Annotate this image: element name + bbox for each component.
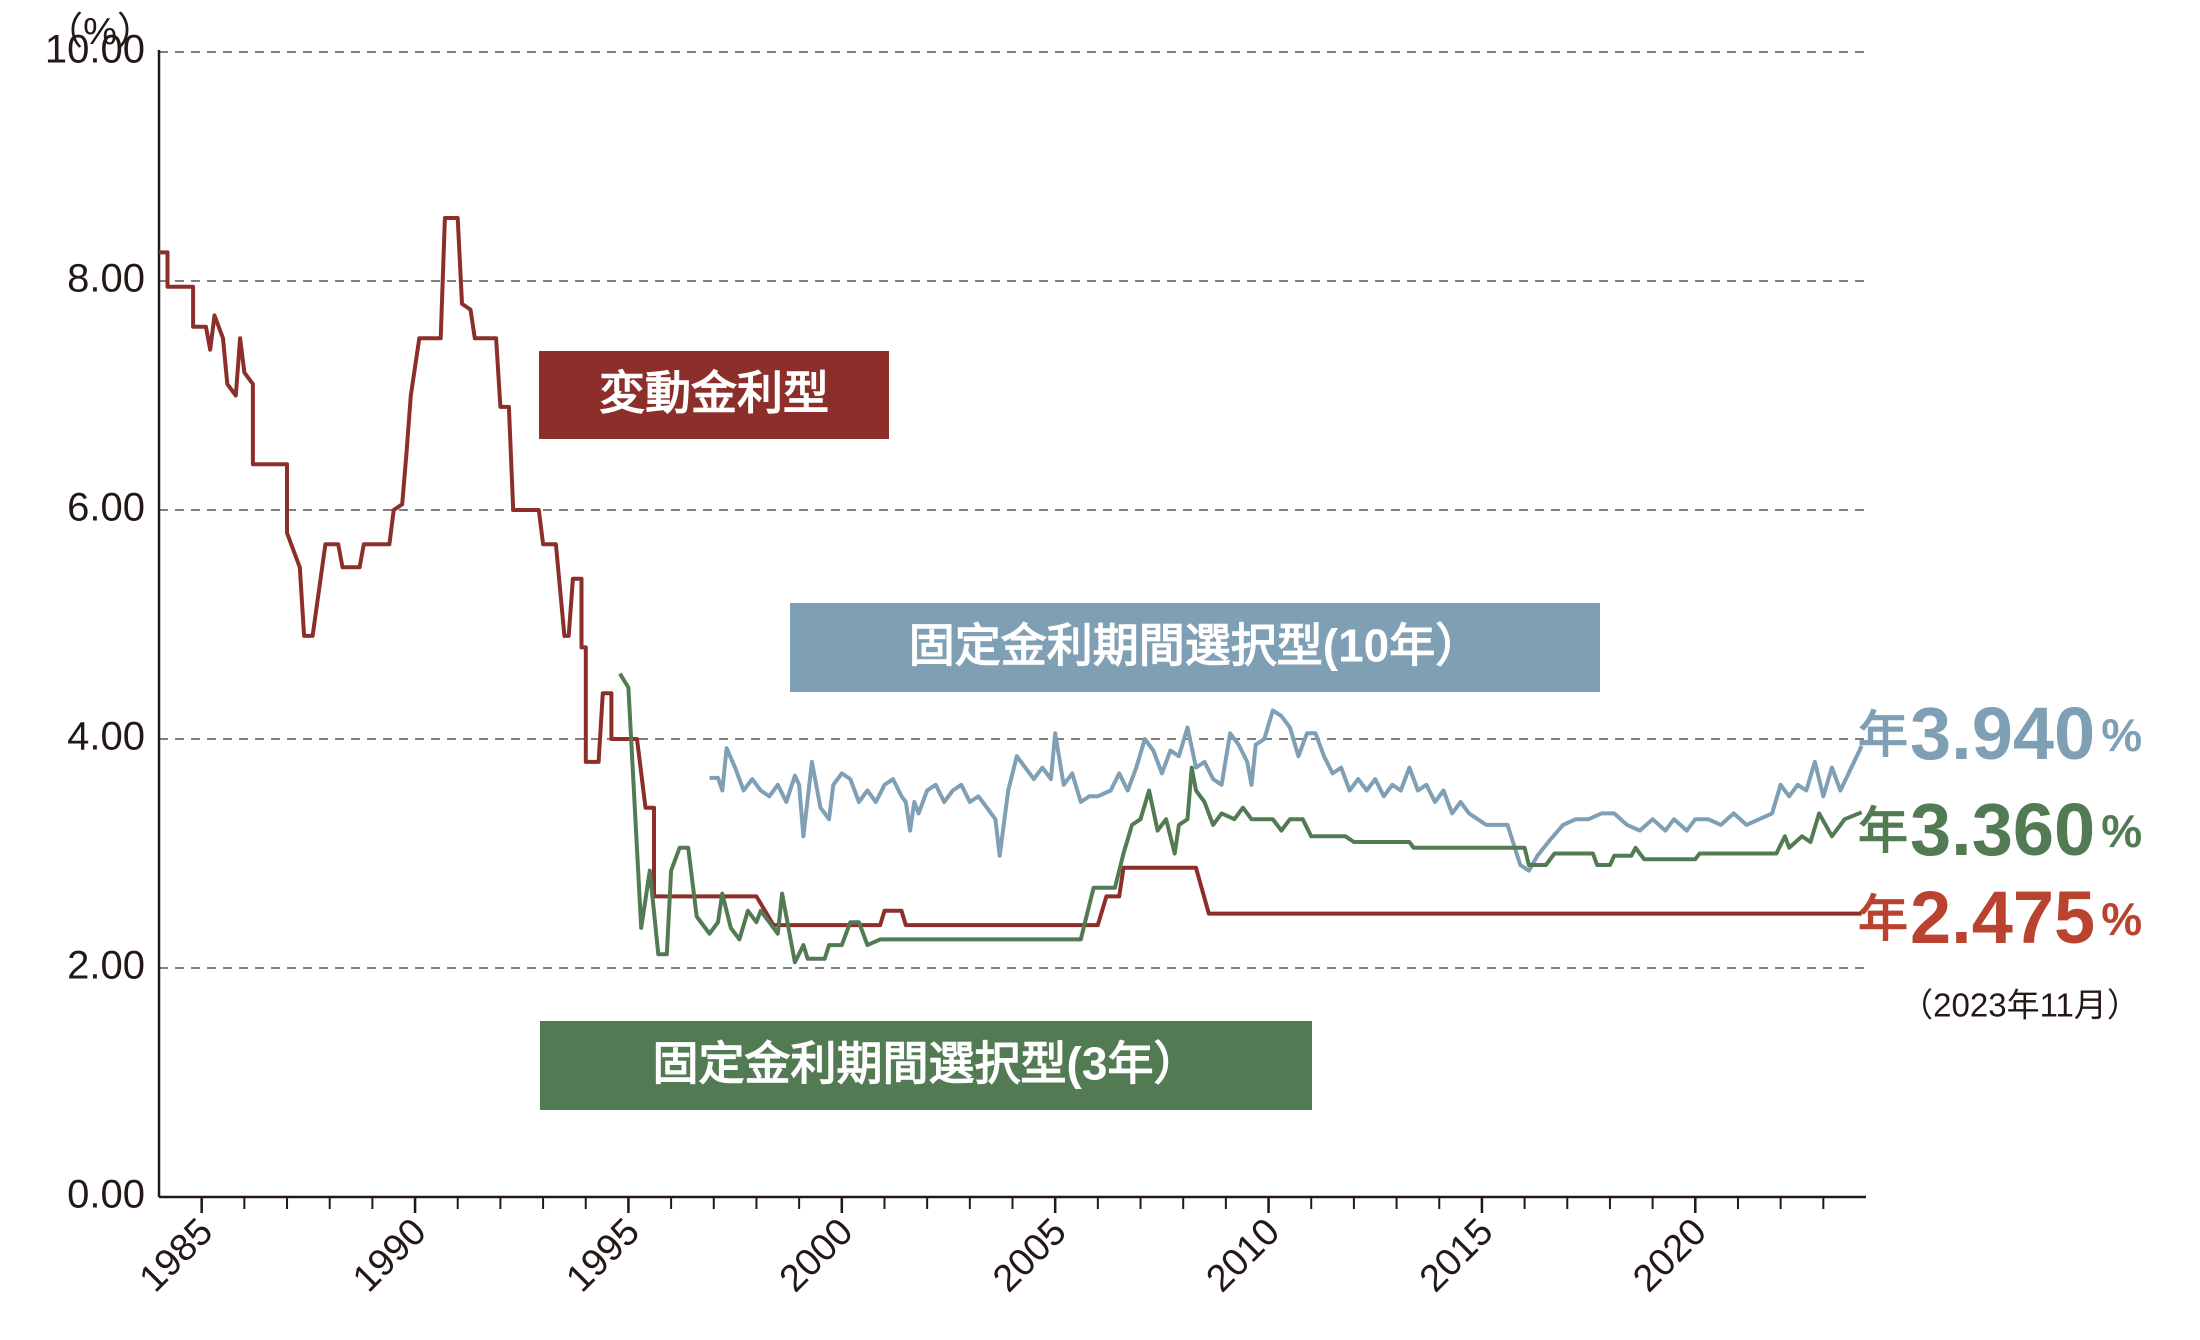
series-line (709, 708, 1864, 873)
end-label-prefix: 年 (1858, 707, 1908, 763)
end-label-value: 3.360 (1910, 788, 2095, 871)
x-tick-label: 1990 (345, 1211, 434, 1300)
y-tick-label: 8.00 (67, 257, 145, 301)
end-label-suffix: % (2101, 893, 2142, 945)
series-line (159, 216, 1862, 928)
end-label-suffix: % (2101, 805, 2142, 857)
series-name: 変動金利型 (599, 367, 829, 419)
end-label-prefix: 年 (1858, 803, 1908, 859)
end-label: 年3.360% (1858, 788, 2142, 871)
y-tick-label: 6.00 (67, 486, 145, 530)
end-label-suffix: % (2101, 709, 2142, 761)
end-label-value: 3.940 (1910, 692, 2095, 775)
y-tick-label: 0.00 (67, 1173, 145, 1217)
x-tick-label: 2005 (985, 1211, 1074, 1300)
y-unit: （%） (45, 11, 155, 53)
y-tick-label: 4.00 (67, 715, 145, 759)
x-tick-label: 1995 (558, 1211, 647, 1300)
end-label: 年2.475% (1858, 876, 2142, 959)
series-name-box (539, 351, 889, 439)
end-label-prefix: 年 (1858, 891, 1908, 947)
x-tick-label: 2000 (772, 1211, 861, 1300)
x-tick-label: 2010 (1199, 1211, 1288, 1300)
series-name: 固定金利期間選択型(10年） (909, 620, 1481, 672)
end-label: 年3.940% (1858, 692, 2142, 775)
series-name-box (790, 603, 1600, 692)
end-label-value: 2.475 (1910, 876, 2095, 959)
date-note: （2023年11月） (1900, 987, 2140, 1024)
y-tick-label: 10.00 (45, 28, 145, 72)
x-tick-label: 1985 (132, 1211, 221, 1300)
series-name-box (540, 1021, 1312, 1110)
x-tick-label: 2020 (1625, 1211, 1714, 1300)
series-name: 固定金利期間選択型(3年） (653, 1038, 1200, 1090)
x-tick-label: 2015 (1412, 1211, 1501, 1300)
series-line (618, 672, 1863, 965)
y-tick-label: 2.00 (67, 944, 145, 988)
